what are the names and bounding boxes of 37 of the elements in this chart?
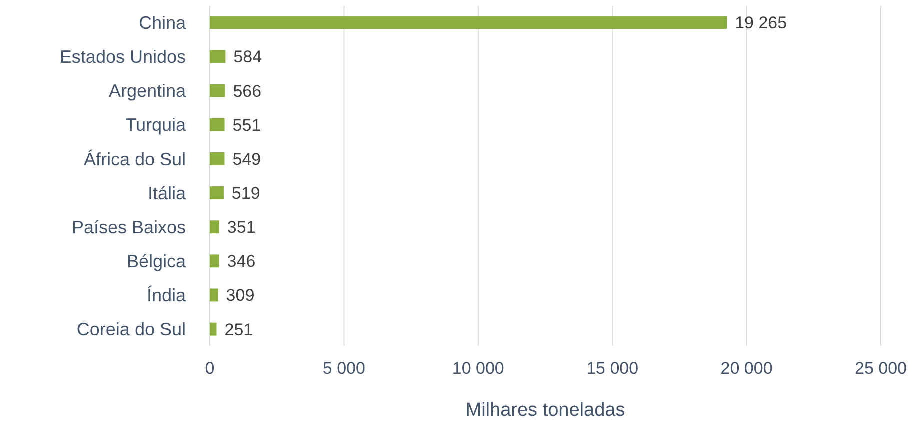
bar	[210, 16, 728, 30]
x-tick-label: 25 000	[855, 359, 907, 378]
y-tick-label: Turquia	[126, 115, 187, 136]
bar	[210, 288, 218, 302]
bar	[210, 322, 217, 336]
x-tick-label: 10 000	[452, 359, 504, 378]
y-tick-label: África do Sul	[84, 149, 186, 170]
data-label: 251	[224, 320, 254, 340]
x-axis-title: Milhares toneladas	[466, 400, 626, 421]
bar	[210, 84, 226, 98]
bar	[210, 254, 220, 268]
y-tick-label: Índia	[146, 286, 187, 306]
y-tick-label: Estados Unidos	[60, 47, 186, 68]
data-label: 351	[227, 218, 256, 238]
bar	[210, 186, 224, 200]
x-tick-label: 20 000	[720, 359, 773, 378]
x-tick-label: 0	[205, 359, 215, 378]
y-tick-label: Bélgica	[126, 251, 187, 272]
bar	[210, 152, 225, 166]
data-label: 584	[234, 48, 262, 67]
x-tick-label: 5 000	[322, 359, 366, 378]
y-tick-label: China	[138, 12, 187, 33]
y-tick-label: Coreia do Sul	[76, 320, 186, 340]
data-label: 549	[232, 150, 262, 169]
y-tick-label: Itália	[148, 183, 187, 204]
data-label: 19 265	[735, 14, 788, 33]
data-label: 519	[232, 184, 260, 203]
data-label: 309	[226, 286, 255, 306]
y-tick-label: Argentina	[108, 81, 187, 102]
x-tick-label: 15 000	[586, 359, 639, 378]
bar	[210, 50, 226, 64]
bar	[210, 118, 225, 132]
data-label: 566	[233, 82, 262, 101]
bar	[210, 220, 220, 234]
y-tick-label: Países Baixos	[72, 217, 186, 238]
data-label: 551	[232, 116, 262, 135]
data-label: 346	[227, 252, 256, 272]
